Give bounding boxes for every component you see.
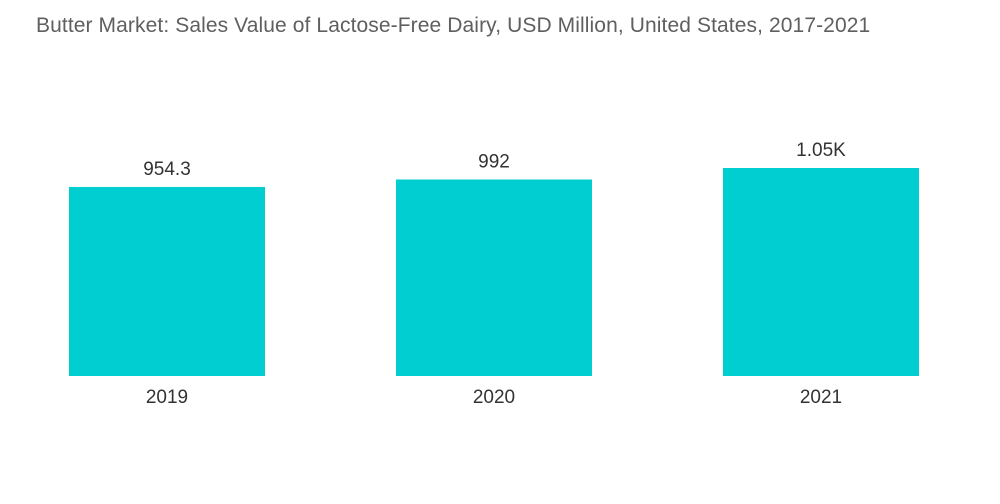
chart-title: Butter Market: Sales Value of Lactose-Fr…	[36, 14, 871, 37]
x-tick-label-2019: 2019	[146, 387, 188, 408]
x-tick-label-2020: 2020	[473, 387, 515, 408]
x-tick-label-2021: 2021	[800, 387, 842, 408]
bar-2021	[723, 168, 919, 376]
data-label-2019: 954.3	[143, 159, 191, 180]
data-label-2021: 1.05K	[796, 140, 846, 161]
data-label-2020: 992	[478, 151, 510, 172]
bar-2020	[396, 179, 592, 376]
bar-2019	[69, 186, 265, 376]
